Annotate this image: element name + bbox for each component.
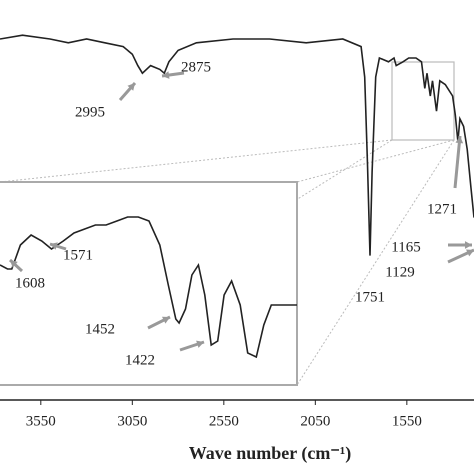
- x-tick-label: 2550: [209, 413, 239, 429]
- arrow-head: [50, 242, 58, 250]
- peak-arrow: [453, 135, 462, 189]
- peak-label: 2875: [181, 59, 211, 75]
- spectrum-line: [0, 34, 474, 256]
- peak-label: 1751: [355, 289, 385, 305]
- arrow-head: [464, 241, 472, 249]
- x-tick-label: 3550: [26, 413, 56, 429]
- x-tick-label: 3050: [117, 413, 147, 429]
- peak-label: 1422: [125, 352, 155, 368]
- zoom-guide: [296, 139, 455, 386]
- zoom-guide: [0, 139, 393, 183]
- peak-label: 1452: [85, 321, 115, 337]
- arrow-head: [196, 340, 204, 348]
- peak-label: 1271: [427, 201, 457, 217]
- arrow-head: [10, 260, 18, 268]
- arrow-head: [466, 249, 474, 257]
- peak-label: 2995: [75, 104, 105, 120]
- peak-label: 1608: [15, 275, 45, 291]
- x-axis-label: Wave number (cm⁻¹): [189, 443, 352, 464]
- peak-label: 1129: [385, 264, 414, 280]
- spectrum-line: [0, 216, 297, 359]
- zoom-guide: [296, 139, 455, 183]
- peak-label: 1165: [391, 239, 420, 255]
- x-tick-label: 1550: [392, 413, 422, 429]
- arrow-head: [455, 136, 464, 144]
- arrow-head: [162, 71, 170, 79]
- arrow-head: [127, 83, 135, 91]
- x-tick-label: 2050: [300, 413, 330, 429]
- peak-label: 1571: [63, 247, 93, 263]
- arrow-head: [162, 316, 170, 324]
